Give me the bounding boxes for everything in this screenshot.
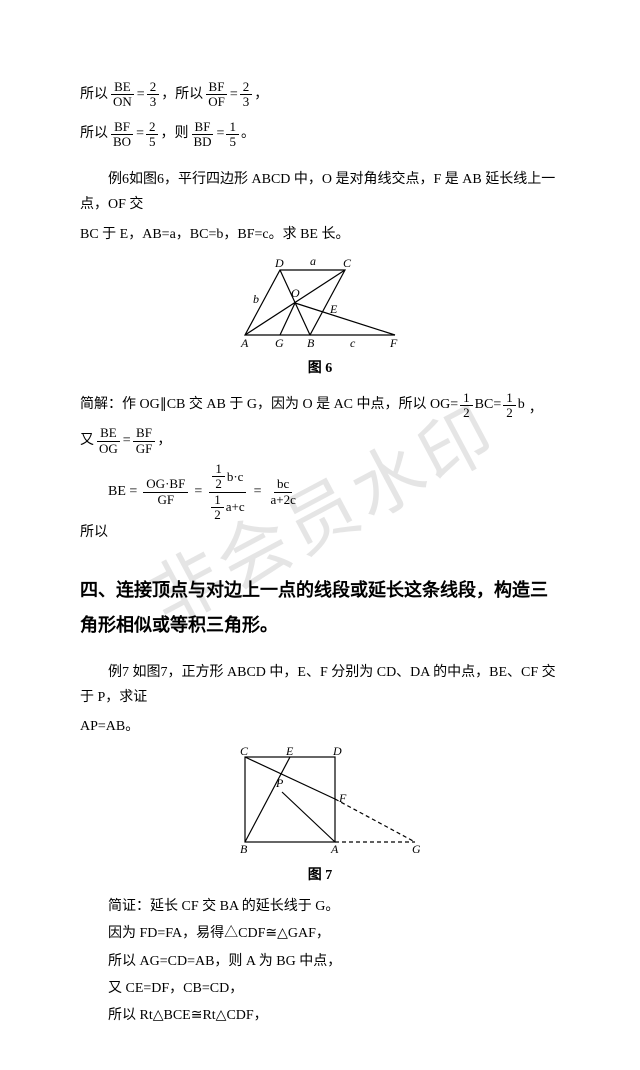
figure7-label: 图 7 (80, 864, 560, 884)
svg-text:c: c (350, 336, 356, 350)
sol7-line2: 因为 FD=FA，易得△CDF≅△GAF， (80, 921, 560, 946)
svg-text:a: a (310, 255, 316, 268)
example7-statement-line1: 例7 如图7，正方形 ABCD 中，E、F 分别为 CD、DA 的中点，BE、C… (80, 660, 560, 710)
sol7-line1: 简证：延长 CF 交 BA 的延长线于 G。 (80, 894, 560, 919)
svg-text:C: C (240, 747, 249, 758)
eq2-frac1: BF BO (110, 120, 134, 150)
eq1-frac3: BF OF (205, 80, 228, 110)
svg-text:G: G (275, 336, 284, 350)
figure6-label: 图 6 (80, 357, 560, 377)
sol6-line2: 又 BE OG = BF GF ， (80, 426, 560, 456)
svg-text:O: O (291, 286, 300, 300)
svg-text:G: G (412, 842, 420, 856)
svg-text:E: E (285, 747, 294, 758)
eq2-frac4: 1 5 (226, 120, 239, 150)
svg-text:B: B (240, 842, 248, 856)
svg-text:A: A (240, 336, 249, 350)
svg-text:F: F (338, 791, 347, 805)
eq2-prefix: 所以 (80, 123, 108, 145)
sol7-line5: 所以 Rt△BCE≅Rt△CDF， (80, 1003, 560, 1028)
svg-text:b: b (253, 292, 259, 306)
eq1-frac4: 2 3 (240, 80, 253, 110)
svg-text:E: E (329, 302, 338, 316)
equation-line-1: 所以 BE ON = 2 3 ，所以 BF OF = 2 3 ， (80, 80, 560, 110)
svg-text:F: F (389, 336, 398, 350)
section4-heading: 四、连接顶点与对边上一点的线段或延长这条线段，构造三角形相似或等积三角形。 (80, 573, 560, 641)
eq1-frac2: 2 3 (147, 80, 160, 110)
eq1-frac1: BE ON (110, 80, 135, 110)
figure7-svg: C E D F B A P G (220, 747, 420, 862)
eq2-frac3: BF BD (190, 120, 214, 150)
svg-text:C: C (343, 256, 352, 270)
sol6-line3: BE = OG·BF GF = 1 2 b·c 1 2 (108, 462, 560, 522)
example6-statement-line1: 例6如图6，平行四边形 ABCD 中，O 是对角线交点，F 是 AB 延长线上一… (80, 167, 560, 217)
svg-text:D: D (274, 256, 284, 270)
svg-text:B: B (307, 336, 315, 350)
svg-text:A: A (330, 842, 339, 856)
example7-statement-line2: AP=AB。 (80, 714, 560, 739)
equation-line-2: 所以 BF BO = 2 5 ，则 BF BD = 1 5 。 (80, 120, 560, 150)
svg-text:P: P (275, 776, 284, 790)
sol6-line3-prefix: 所以 (80, 520, 560, 545)
sol6-line1: 简解：作 OG∥CB 交 AB 于 G，因为 O 是 AC 中点，所以 OG= … (80, 391, 560, 421)
sol7-line3: 所以 AG=CD=AB，则 A 为 BG 中点， (80, 949, 560, 974)
figure6-svg: A G B F D C O E a b c (225, 255, 415, 355)
figure7: C E D F B A P G 图 7 (80, 747, 560, 884)
svg-text:D: D (332, 747, 342, 758)
eq2-frac2: 2 5 (146, 120, 159, 150)
eq1-prefix: 所以 (80, 84, 108, 106)
figure6: A G B F D C O E a b c 图 6 (80, 255, 560, 377)
sol7-line4: 又 CE=DF，CB=CD， (80, 976, 560, 1001)
example6-statement-line2: BC 于 E，AB=a，BC=b，BF=c。求 BE 长。 (80, 222, 560, 247)
